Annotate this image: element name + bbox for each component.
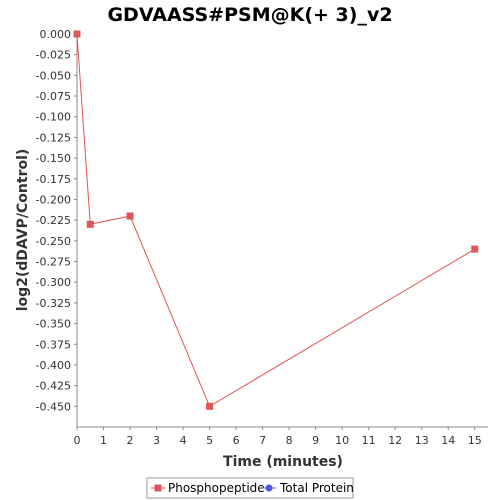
y-tick-label: -0.050 [36, 69, 71, 82]
legend-box [146, 477, 354, 499]
x-tick-label: 3 [153, 434, 160, 447]
y-tick-label: -0.025 [36, 49, 71, 62]
x-tick-label: 0 [74, 434, 81, 447]
x-tick-label: 5 [206, 434, 213, 447]
x-tick-label: 6 [233, 434, 240, 447]
series-layer [73, 30, 479, 410]
legend-marker-circle-icon [265, 484, 273, 492]
x-tick-label: 7 [259, 434, 266, 447]
y-tick-label: -0.375 [36, 338, 71, 351]
y-tick-label: -0.300 [36, 276, 71, 289]
y-tick-label: -0.325 [36, 297, 71, 310]
y-axis: 0.000 -0.025 -0.050 -0.075 -0.100 -0.125 -0.15… [36, 28, 78, 427]
x-tick-label: 10 [335, 434, 349, 447]
x-tick-label: 11 [362, 434, 376, 447]
y-tick-label: -0.250 [36, 235, 71, 248]
plot-area [77, 34, 488, 427]
y-tick-label: -0.275 [36, 256, 71, 269]
y-tick-label: -0.400 [36, 359, 71, 372]
x-tick-label: 4 [180, 434, 187, 447]
legend-marker-square-icon [154, 484, 162, 492]
chart-title: GDVAASS#PSM@K(+ 3)_v2 [107, 4, 392, 26]
y-tick-label: -0.350 [36, 318, 71, 331]
y-tick-label: -0.075 [36, 90, 71, 103]
y-tick-label: -0.125 [36, 131, 71, 144]
y-tick-label: -0.150 [36, 152, 71, 165]
x-tick-label: 2 [127, 434, 134, 447]
x-tick-label: 1 [100, 434, 107, 447]
x-tick-label: 9 [312, 434, 319, 447]
data-point [126, 212, 134, 220]
y-tick-label: -0.450 [36, 400, 71, 413]
x-tick-label: 12 [388, 434, 402, 447]
y-tick-label: -0.225 [36, 214, 71, 227]
legend: Phosphopeptide Total Protein [146, 477, 354, 499]
y-tick-label: -0.175 [36, 173, 71, 186]
x-tick-label: 13 [415, 434, 429, 447]
data-point [206, 402, 214, 410]
y-tick-label: -0.100 [36, 111, 71, 124]
legend-label: Total Protein [279, 481, 354, 495]
y-axis-title: log2(dDAVP/Control) [15, 149, 31, 312]
x-axis-title: Time (minutes) [223, 454, 343, 470]
data-point [73, 30, 81, 38]
x-tick-label: 14 [441, 434, 455, 447]
data-point [471, 245, 479, 253]
x-axis: 0 1 2 3 4 5 6 7 8 9 10 11 12 13 14 15 [74, 426, 488, 447]
legend-label: Phosphopeptide [168, 481, 265, 495]
data-point [86, 220, 94, 228]
y-tick-label: 0.000 [40, 28, 72, 41]
x-tick-label: 15 [468, 434, 482, 447]
y-tick-label: -0.425 [36, 380, 71, 393]
x-tick-label: 8 [286, 434, 293, 447]
y-tick-label: -0.200 [36, 193, 71, 206]
